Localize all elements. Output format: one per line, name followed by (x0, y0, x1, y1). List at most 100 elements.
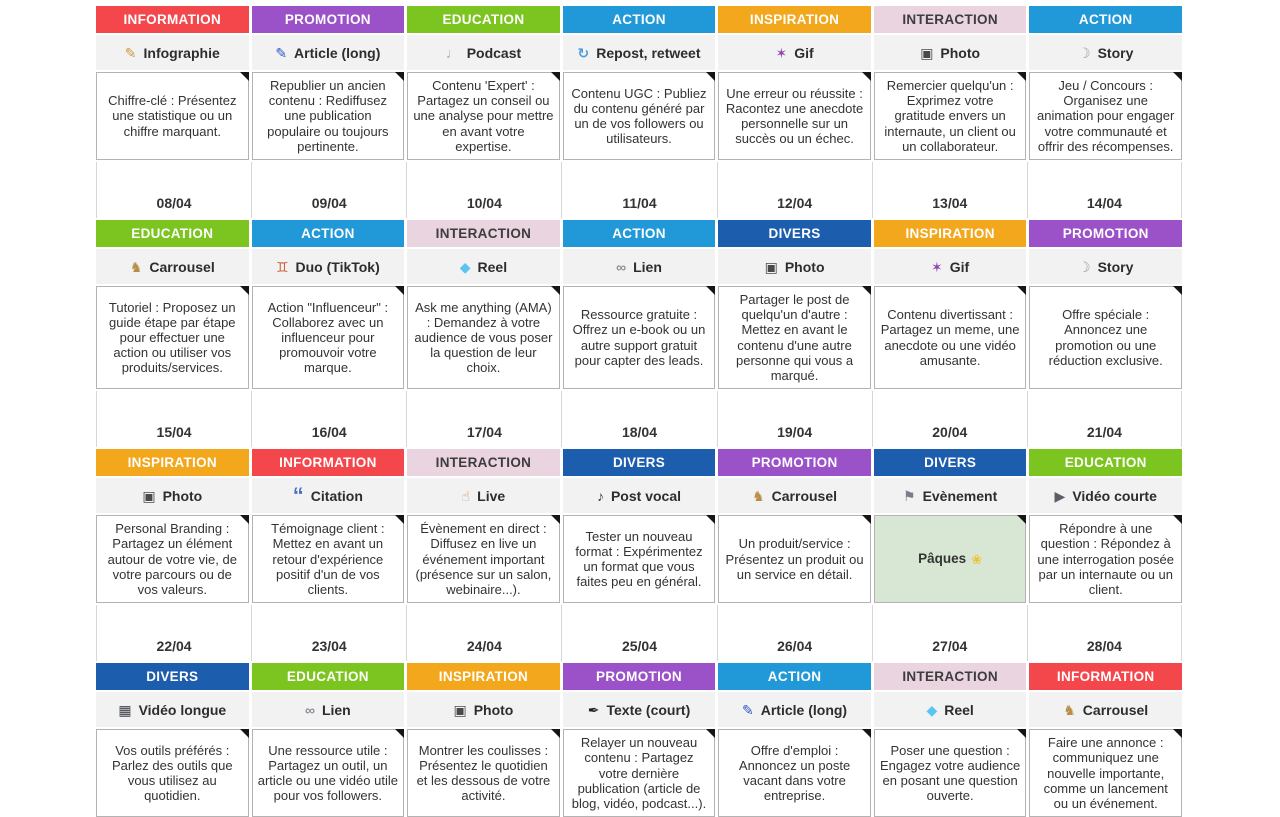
description-cell[interactable]: Un produit/service : Présentez un produi… (718, 515, 871, 604)
format-cell[interactable]: ☝ Live (407, 478, 560, 514)
description-cell[interactable]: Action "Influenceur" : Collaborez avec u… (251, 286, 405, 390)
format-cell[interactable]: ♪ Post vocal (562, 478, 716, 514)
category-header[interactable]: ACTION (718, 663, 871, 691)
date-cell[interactable]: 21/04 (1026, 391, 1182, 448)
format-cell[interactable]: ▣ Photo (96, 478, 249, 514)
category-header[interactable]: ACTION (562, 220, 716, 248)
description-cell[interactable]: Offre spéciale : Annoncez une promotion … (1029, 286, 1182, 390)
category-header[interactable]: DIVERS (873, 449, 1027, 477)
format-cell[interactable]: ▣ Photo (718, 249, 871, 285)
date-cell[interactable]: 20/04 (871, 391, 1027, 448)
category-header[interactable]: INFORMATION (96, 6, 249, 33)
description-cell[interactable]: Vos outils préférés : Parlez des outils … (96, 729, 249, 817)
format-cell[interactable]: ☽ Story (1029, 35, 1182, 70)
format-cell[interactable]: ✎ Article (long) (718, 692, 871, 728)
format-cell[interactable]: ∞ Lien (562, 249, 716, 285)
category-header[interactable]: PROMOTION (251, 6, 405, 33)
category-header[interactable]: INTERACTION (873, 663, 1027, 691)
format-cell[interactable]: ∞ Lien (251, 692, 405, 728)
description-cell[interactable]: Une ressource utile : Partagez un outil,… (251, 729, 405, 817)
category-header[interactable]: INTERACTION (873, 6, 1027, 33)
format-cell[interactable]: ▶ Vidéo courte (1029, 478, 1182, 514)
category-header[interactable]: ACTION (562, 6, 716, 33)
format-cell[interactable]: ♊ Duo (TikTok) (251, 249, 405, 285)
description-cell[interactable]: Faire une annonce : communiquez une nouv… (1029, 729, 1182, 817)
description-cell[interactable]: Tutoriel : Proposez un guide étape par é… (96, 286, 249, 390)
description-cell[interactable]: Répondre à une question : Répondez à une… (1029, 515, 1182, 604)
date-cell[interactable]: 28/04 (1026, 605, 1182, 662)
description-cell[interactable]: Remercier quelqu'un : Exprimez votre gra… (873, 72, 1027, 161)
description-cell[interactable]: Republier un ancien contenu : Rediffusez… (251, 72, 405, 161)
date-cell[interactable]: 10/04 (406, 162, 561, 219)
category-header[interactable]: EDUCATION (96, 220, 249, 248)
format-cell[interactable]: ⚑ Evènement (873, 478, 1027, 514)
format-cell[interactable]: ◆ Reel (873, 692, 1027, 728)
date-cell[interactable]: 11/04 (561, 162, 716, 219)
format-cell[interactable]: ◆ Reel (407, 249, 560, 285)
category-header[interactable]: EDUCATION (251, 663, 405, 691)
format-cell[interactable]: ▣ Photo (407, 692, 560, 728)
date-cell[interactable]: 26/04 (716, 605, 872, 662)
description-cell[interactable]: Jeu / Concours : Organisez une animation… (1029, 72, 1182, 161)
category-header[interactable]: DIVERS (718, 220, 871, 248)
date-cell[interactable]: 09/04 (251, 162, 406, 219)
category-header[interactable]: ACTION (1029, 6, 1182, 33)
category-header[interactable]: EDUCATION (1029, 449, 1182, 477)
category-header[interactable]: INTERACTION (407, 449, 560, 477)
category-header[interactable]: INTERACTION (407, 220, 560, 248)
description-cell[interactable]: Tester un nouveau format : Expérimentez … (562, 515, 716, 604)
format-cell[interactable]: ▣ Photo (873, 35, 1027, 70)
date-cell[interactable]: 23/04 (251, 605, 406, 662)
date-cell[interactable]: 27/04 (871, 605, 1027, 662)
format-cell[interactable]: ▦ Vidéo longue (96, 692, 249, 728)
category-header[interactable]: INFORMATION (1029, 663, 1182, 691)
category-header[interactable]: INSPIRATION (407, 663, 560, 691)
format-cell[interactable]: ♞ Carrousel (1029, 692, 1182, 728)
description-cell[interactable]: Évènement en direct : Diffusez en live u… (407, 515, 560, 604)
date-cell[interactable]: 25/04 (561, 605, 716, 662)
description-cell[interactable]: Poser une question : Engagez votre audie… (873, 729, 1027, 817)
category-header[interactable]: PROMOTION (1029, 220, 1182, 248)
format-cell[interactable]: ☽ Story (1029, 249, 1182, 285)
category-header[interactable]: ACTION (251, 220, 405, 248)
date-cell[interactable]: 17/04 (406, 391, 561, 448)
date-cell[interactable]: 13/04 (871, 162, 1027, 219)
category-header[interactable]: INSPIRATION (96, 449, 249, 477)
date-cell[interactable]: 14/04 (1026, 162, 1182, 219)
description-cell[interactable]: Pâques ❀ (873, 515, 1027, 604)
date-cell[interactable]: 15/04 (96, 391, 251, 448)
category-header[interactable]: DIVERS (562, 449, 716, 477)
description-cell[interactable]: Témoignage client : Mettez en avant un r… (251, 515, 405, 604)
description-cell[interactable]: Ressource gratuite : Offrez un e-book ou… (562, 286, 716, 390)
description-cell[interactable]: Contenu 'Expert' : Partagez un conseil o… (407, 72, 560, 161)
category-header[interactable]: PROMOTION (562, 663, 716, 691)
description-cell[interactable]: Chiffre-clé : Présentez une statistique … (96, 72, 249, 161)
date-cell[interactable]: 18/04 (561, 391, 716, 448)
date-cell[interactable]: 08/04 (96, 162, 251, 219)
category-header[interactable]: INFORMATION (251, 449, 405, 477)
format-cell[interactable]: ✎ Infographie (96, 35, 249, 70)
format-cell[interactable]: ♩ Podcast (407, 35, 560, 70)
description-cell[interactable]: Montrer les coulisses : Présentez le quo… (407, 729, 560, 817)
category-header[interactable]: INSPIRATION (873, 220, 1027, 248)
date-cell[interactable]: 24/04 (406, 605, 561, 662)
format-cell[interactable]: ✎ Article (long) (251, 35, 405, 70)
date-cell[interactable]: 12/04 (716, 162, 872, 219)
date-cell[interactable]: 19/04 (716, 391, 872, 448)
format-cell[interactable]: ↻ Repost, retweet (562, 35, 716, 70)
description-cell[interactable]: Relayer un nouveau contenu : Partagez vo… (562, 729, 716, 817)
description-cell[interactable]: Ask me anything (AMA) : Demandez à votre… (407, 286, 560, 390)
format-cell[interactable]: ✒ Texte (court) (562, 692, 716, 728)
category-header[interactable]: EDUCATION (407, 6, 560, 33)
format-cell[interactable]: ♞ Carrousel (718, 478, 871, 514)
format-cell[interactable]: ♞ Carrousel (96, 249, 249, 285)
description-cell[interactable]: Partager le post de quelqu'un d'autre : … (718, 286, 871, 390)
format-cell[interactable]: ✶ Gif (873, 249, 1027, 285)
description-cell[interactable]: Contenu divertissant : Partagez un meme,… (873, 286, 1027, 390)
category-header[interactable]: PROMOTION (718, 449, 871, 477)
format-cell[interactable]: “ Citation (251, 478, 405, 514)
description-cell[interactable]: Personal Branding : Partagez un élément … (96, 515, 249, 604)
date-cell[interactable]: 16/04 (251, 391, 406, 448)
date-cell[interactable]: 22/04 (96, 605, 251, 662)
description-cell[interactable]: Offre d'emploi : Annoncez un poste vacan… (718, 729, 871, 817)
